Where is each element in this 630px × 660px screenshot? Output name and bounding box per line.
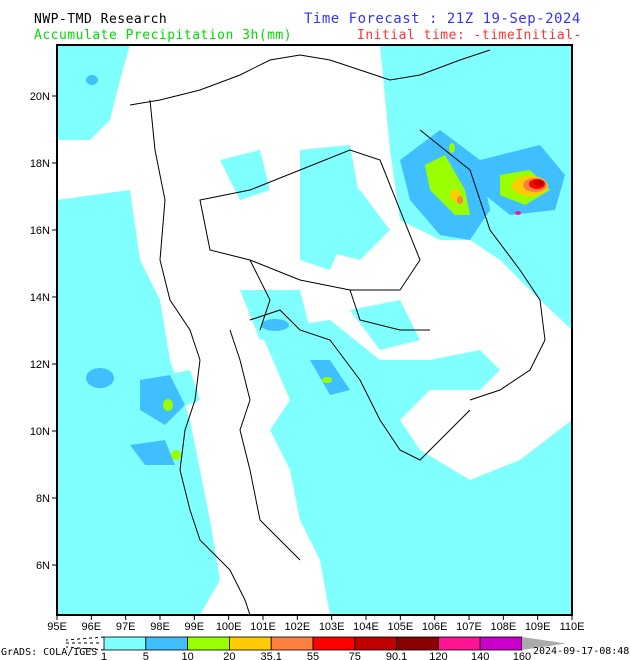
lon-label: 106E xyxy=(422,621,448,633)
colorbar-swatch xyxy=(354,636,397,651)
lon-label: 108E xyxy=(490,621,516,633)
initial-time: Initial time: -timeInitial- xyxy=(357,28,582,43)
lat-label: 18N xyxy=(30,158,50,170)
forecast-time: Time Forecast : 21Z 19-Sep-2024 xyxy=(304,11,581,27)
colorbar-high-arrow xyxy=(522,637,566,650)
lon-label: 95E xyxy=(47,621,67,633)
colorbar-swatch xyxy=(312,636,356,651)
colorbar-swatch xyxy=(145,636,189,651)
lon-label: 109E xyxy=(525,621,551,633)
colorbar-label: 90.1 xyxy=(386,651,407,660)
lat-label: 16N xyxy=(30,225,50,237)
lon-label: 97E xyxy=(116,621,136,633)
colorbar-label: 35.1 xyxy=(260,651,281,660)
lon-label: 107E xyxy=(456,621,482,633)
lon-label: 99E xyxy=(185,621,205,633)
variable-label: Accumulate Precipitation 3h(mm) xyxy=(34,28,293,43)
colorbar-swatch xyxy=(103,636,147,651)
colorbar-label: 5 xyxy=(143,651,149,660)
colorbar-swatch xyxy=(396,636,439,651)
lon-label: 96E xyxy=(82,621,102,633)
lat-label: 14N xyxy=(30,292,50,304)
colorbar-swatch xyxy=(437,636,481,651)
lat-label: 10N xyxy=(30,426,50,438)
lat-axis: 6N 8N 10N 12N 14N 16N 18N 20N xyxy=(30,91,57,572)
lat-label: 20N xyxy=(30,91,50,103)
colorbar-swatch xyxy=(187,636,230,651)
lon-label: 100E xyxy=(216,621,242,633)
colorbar-label: 160 xyxy=(513,651,531,660)
colorbar-label: 1 xyxy=(101,651,107,660)
lon-label: 104E xyxy=(353,621,379,633)
colorbar-label: 55 xyxy=(307,651,319,660)
colorbar-label: 120 xyxy=(429,651,447,660)
lon-label: 110E xyxy=(560,621,585,633)
coastlines-borders xyxy=(129,49,546,615)
colorbar-label: 140 xyxy=(471,651,489,660)
lon-axis: 95E 96E 97E 98E 99E 100E 101E 102E 103E 104E 105E 1… xyxy=(47,615,584,633)
colorbar-swatch xyxy=(479,636,523,651)
colorbar-swatch xyxy=(228,636,272,651)
lat-label: 12N xyxy=(30,359,50,371)
timestamp: 2024-09-17-08:48 xyxy=(533,646,630,657)
lat-label: 6N xyxy=(36,560,50,572)
lon-label: 102E xyxy=(284,621,310,633)
colorbar-label: 10 xyxy=(181,651,193,660)
colorbar-swatch xyxy=(270,636,314,651)
colorbar-low-arrow xyxy=(65,636,105,651)
colorbar-label: 20 xyxy=(223,651,235,660)
lon-label: 101E xyxy=(250,621,276,633)
map-frame xyxy=(56,44,573,616)
title: NWP-TMD Research xyxy=(34,12,168,27)
colorbar-label: 75 xyxy=(349,651,361,660)
precip-field xyxy=(57,45,572,615)
grads-credit: GrADS: COLA/IGES xyxy=(1,647,98,658)
lon-label: 98E xyxy=(150,621,170,633)
lon-label: 103E xyxy=(319,621,345,633)
colorbar: 1 5 10 20 35.1 55 75 90.1 120 140 160 xyxy=(65,636,566,660)
lon-label: 105E xyxy=(387,621,413,633)
lat-label: 8N xyxy=(36,493,50,505)
